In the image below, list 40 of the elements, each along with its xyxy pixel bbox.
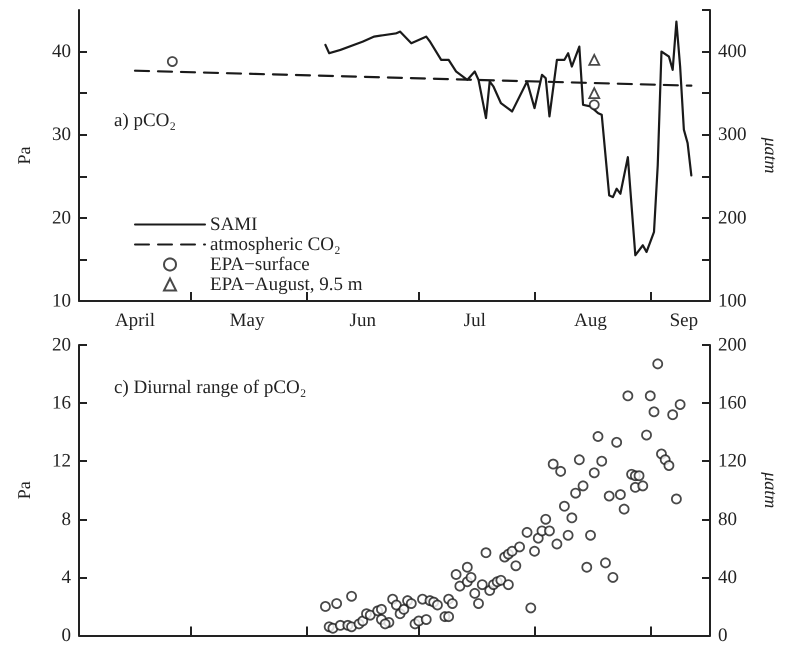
- y2-tick-label: 0: [718, 625, 728, 645]
- x-tick-label: Aug: [574, 310, 608, 331]
- y-tick-label: 20: [52, 207, 71, 228]
- y2-tick-label: 200: [718, 334, 746, 356]
- y2-axis-title: μatm: [761, 136, 781, 174]
- point: [588, 99, 600, 110]
- y2-tick-label: 200: [718, 207, 746, 228]
- x-tick-label: April: [114, 310, 156, 331]
- legend-label: SAMI: [210, 214, 258, 235]
- y2-tick-label: 120: [718, 450, 746, 472]
- point: [588, 54, 600, 66]
- y2-tick-label: 160: [718, 392, 746, 414]
- y2-tick-label: 100: [718, 290, 746, 312]
- y-tick-label: 40: [52, 41, 71, 62]
- y-tick-label: 12: [52, 450, 71, 472]
- y2-tick-label: 40: [718, 566, 737, 588]
- y2-tick-label: 80: [718, 508, 737, 530]
- point: [588, 87, 600, 100]
- y2-tick-label: 300: [718, 124, 746, 146]
- y-tick-label: 10: [52, 290, 71, 312]
- y2-tick-label: 400: [718, 41, 746, 62]
- y-tick-label: 16: [52, 392, 71, 414]
- legend-label: EPA−surface: [210, 254, 310, 275]
- legend-label: EPA−August, 9.5 m: [210, 274, 363, 295]
- x-tick-label: Jun: [350, 310, 376, 331]
- y-tick-label: 8: [62, 508, 71, 530]
- legend-label: atmospheric CO₂: [210, 234, 341, 255]
- point: [166, 56, 178, 67]
- y2-axis-title: μatm: [761, 471, 781, 508]
- text: a) pCO₂: [114, 110, 176, 131]
- y-axis-title: Pa: [14, 146, 34, 164]
- y-tick-label: 30: [52, 124, 71, 146]
- y-tick-label: 0: [62, 625, 71, 645]
- x-tick-label: Jul: [464, 310, 486, 331]
- y-axis-title: Pa: [14, 481, 34, 500]
- text: c) Diurnal range of pCO₂: [114, 377, 306, 398]
- y-tick-label: 4: [62, 566, 72, 588]
- y-tick-label: 20: [52, 334, 71, 356]
- x-tick-label: Sep: [670, 310, 698, 331]
- x-tick-label: May: [230, 310, 265, 331]
